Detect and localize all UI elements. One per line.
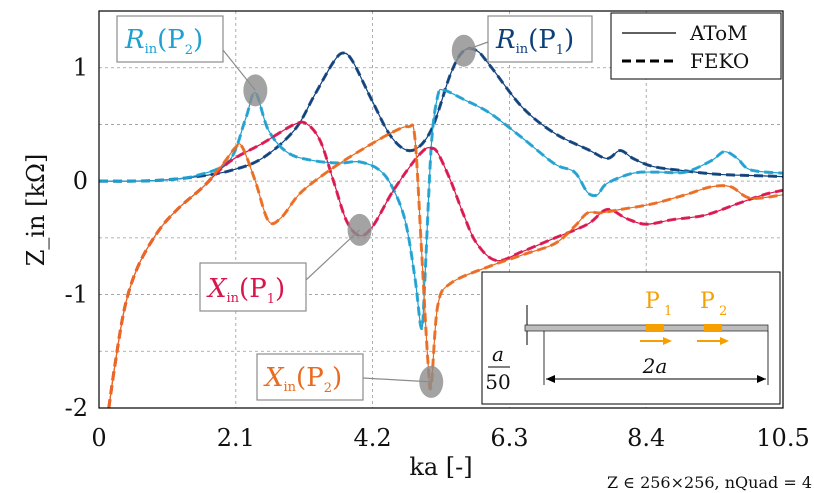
x-tick-label: 6.3 [490, 424, 528, 452]
y-tick-label: -2 [65, 394, 88, 422]
callout-box [256, 353, 364, 401]
series-R_P1-feko [98, 46, 784, 183]
y-tick-label: 1 [73, 54, 88, 82]
x-axis-label: ka [-] [409, 453, 472, 481]
footnote: Z ∈ 256×256, nQuad = 4 [607, 473, 812, 492]
inset-port-2-sub: 2 [719, 304, 727, 319]
callout-marker [243, 74, 268, 107]
legend-label-feko: FEKO [690, 49, 749, 73]
callout-label: Rin(P2) [124, 25, 203, 58]
series-layer [98, 46, 784, 409]
plot-frame [98, 10, 784, 409]
inset-length-label: 2a [642, 354, 668, 378]
inset-port-1-arrowhead [663, 337, 672, 345]
y-axis-label: Z_in [kΩ] [22, 154, 50, 267]
series-R_P2-feko [98, 87, 784, 331]
callout-box [116, 15, 224, 63]
annotations-layer: Rin(P2) Rin(P1) Xin(P1) Xin(P2) [116, 15, 593, 401]
tick-labels: 0 2.1 4.2 6.3 8.4 10.5 -2 -1 0 1 [65, 54, 810, 452]
inset-port-2-arrowhead [720, 337, 729, 345]
callout-label: Xin(P1) [206, 274, 285, 307]
inset-diagram: P 1 P 2 a 50 2a [481, 271, 781, 405]
callout-label: Rin(P1) [495, 25, 574, 58]
inset-port-1-sub: 1 [664, 304, 672, 319]
x-tick-label: 0 [91, 424, 106, 452]
inset-box [481, 271, 781, 405]
y-tick-label: -1 [65, 281, 88, 309]
callout-marker [419, 365, 444, 398]
inset-port-1-label: P [645, 289, 660, 314]
callout-box [199, 262, 307, 312]
inset-port-1 [646, 324, 664, 332]
x-tick-label: 8.4 [627, 424, 665, 452]
x-axis-label-text: ka [-] [409, 453, 472, 481]
callout-marker [347, 213, 372, 246]
y-axis-label-text: Z_in [kΩ] [22, 154, 50, 267]
y-tick-label: 0 [73, 167, 88, 195]
inset-port-2-label: P [700, 289, 715, 314]
legend-label-atom: AToM [689, 21, 748, 45]
callout-label: Xin(P2) [263, 363, 342, 396]
inset-dim-denominator: 50 [485, 370, 510, 394]
x-tick-label: 2.1 [217, 424, 255, 452]
inset-port-2 [704, 324, 722, 332]
callout-marker [451, 34, 476, 67]
x-tick-label: 10.5 [756, 424, 809, 452]
inset-dim-numerator: a [492, 342, 504, 366]
legend-box [610, 12, 782, 80]
series-X_P2-atom [108, 124, 784, 409]
callout-box [487, 15, 593, 63]
legend: AToM FEKO [610, 12, 782, 80]
x-tick-label: 4.2 [354, 424, 392, 452]
